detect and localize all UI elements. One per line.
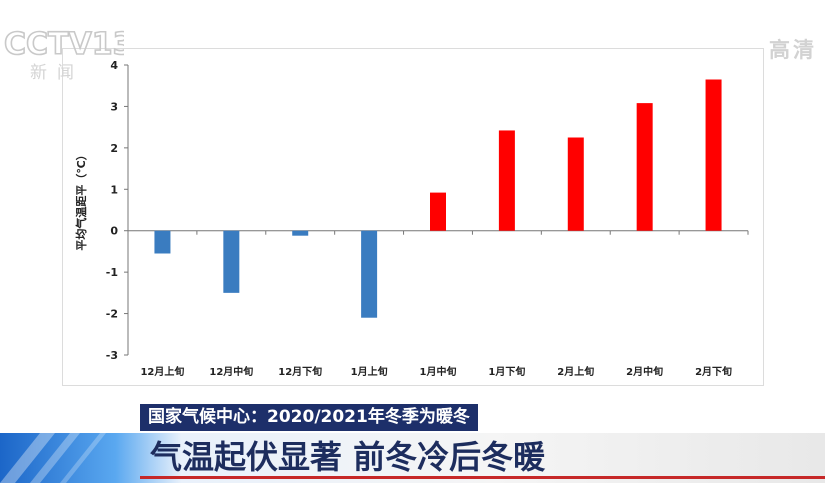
chart-panel: -3 -2 -1 0 1 2 3 4 12月上旬 12月中旬 12月下旬 1月上旬 1月中旬 1月下旬 2月… [62, 48, 764, 386]
x-tick-label: 2月中旬 [626, 365, 663, 378]
y-tick-label: 4 [110, 59, 118, 72]
y-tick-label: 2 [110, 142, 118, 155]
bar [292, 230, 309, 236]
x-tick-label: 2月上旬 [557, 365, 594, 378]
x-tick-label: 1月上旬 [351, 365, 388, 378]
x-tick-label: 1月下旬 [488, 365, 525, 378]
x-tick-label: 12月下旬 [278, 365, 322, 378]
y-tick-label: 3 [110, 100, 118, 113]
y-axis-title: 平均气温距平（℃） [74, 149, 88, 250]
bar [567, 137, 584, 231]
cctv13-logo: CCTV13 新闻 [4, 28, 124, 83]
x-tick-label: 2月下旬 [695, 365, 732, 378]
y-tick-label: 0 [110, 225, 118, 238]
caption-headline: 气温起伏显著 前冬冷后冬暖 [150, 438, 546, 476]
banner-decoration [0, 433, 106, 483]
caption-banner-bg [0, 433, 825, 483]
bar [636, 103, 653, 231]
x-tick-label: 12月中旬 [209, 365, 253, 378]
y-tick-label: -1 [106, 266, 118, 279]
caption-underline [140, 476, 825, 479]
svg-text:新闻: 新闻 [30, 63, 84, 83]
bar [498, 130, 515, 231]
caption-subtitle: 国家气候中心：2020/2021年冬季为暖冬 [140, 404, 478, 431]
bar [361, 230, 378, 318]
svg-text:CCTV13: CCTV13 [4, 28, 124, 62]
bar-chart: -3 -2 -1 0 1 2 3 4 12月上旬 12月中旬 12月下旬 1月上旬 1月中旬 1月下旬 2月… [74, 59, 749, 378]
bar [430, 192, 446, 231]
y-tick-label: -3 [106, 349, 118, 362]
y-tick-label: 1 [110, 183, 118, 196]
bar [154, 230, 171, 254]
x-tick-label: 12月上旬 [140, 365, 184, 378]
bar [223, 230, 240, 293]
hd-badge: 高清 [769, 38, 817, 62]
y-tick-label: -2 [106, 308, 118, 321]
bar [705, 79, 722, 231]
x-tick-label: 1月中旬 [420, 365, 457, 378]
